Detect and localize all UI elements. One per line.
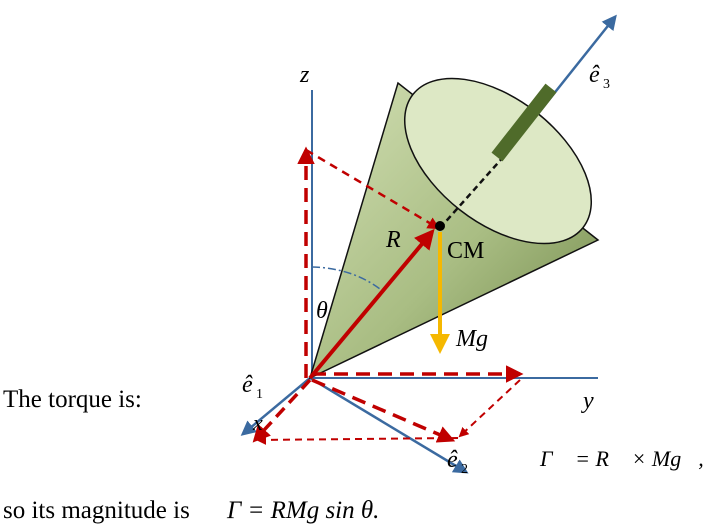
x-label: x: [252, 410, 263, 435]
torque-equation: Γ⃗ = R⃗ × Mg⃗,: [539, 446, 704, 471]
e3-label: ê: [589, 62, 600, 88]
mg-label: Mg⃗: [455, 326, 507, 352]
torque-intro: The torque is:: [3, 386, 142, 413]
cm-label: CM: [447, 238, 484, 264]
diag-component: [311, 378, 456, 443]
e3-axis-dashed: [439, 154, 506, 229]
magnitude-prefix: so its magnitude is: [3, 497, 190, 524]
e1-subscript: 1: [256, 387, 263, 402]
y-label: y: [581, 388, 594, 414]
r-projection-dashed: [305, 148, 441, 230]
magnitude-equation: Γ = RMg sin θ.: [226, 497, 379, 524]
right-parallel: [458, 379, 521, 438]
spin-rod: [491, 83, 557, 162]
z-label: z: [299, 62, 310, 88]
e2-subscript: 2: [461, 462, 468, 477]
theta-label: θ: [316, 298, 328, 324]
bottom-parallel: [256, 434, 459, 445]
e3-subscript: 3: [603, 77, 610, 92]
e1-label: ê: [242, 372, 253, 398]
x-component: [252, 378, 312, 443]
theta-arc: [311, 266, 381, 290]
r-label: R⃗: [385, 227, 419, 253]
e2-label: ê: [447, 447, 458, 473]
r-vector: [308, 228, 435, 380]
cm-point: [435, 221, 445, 231]
e2-axis: [309, 376, 469, 474]
